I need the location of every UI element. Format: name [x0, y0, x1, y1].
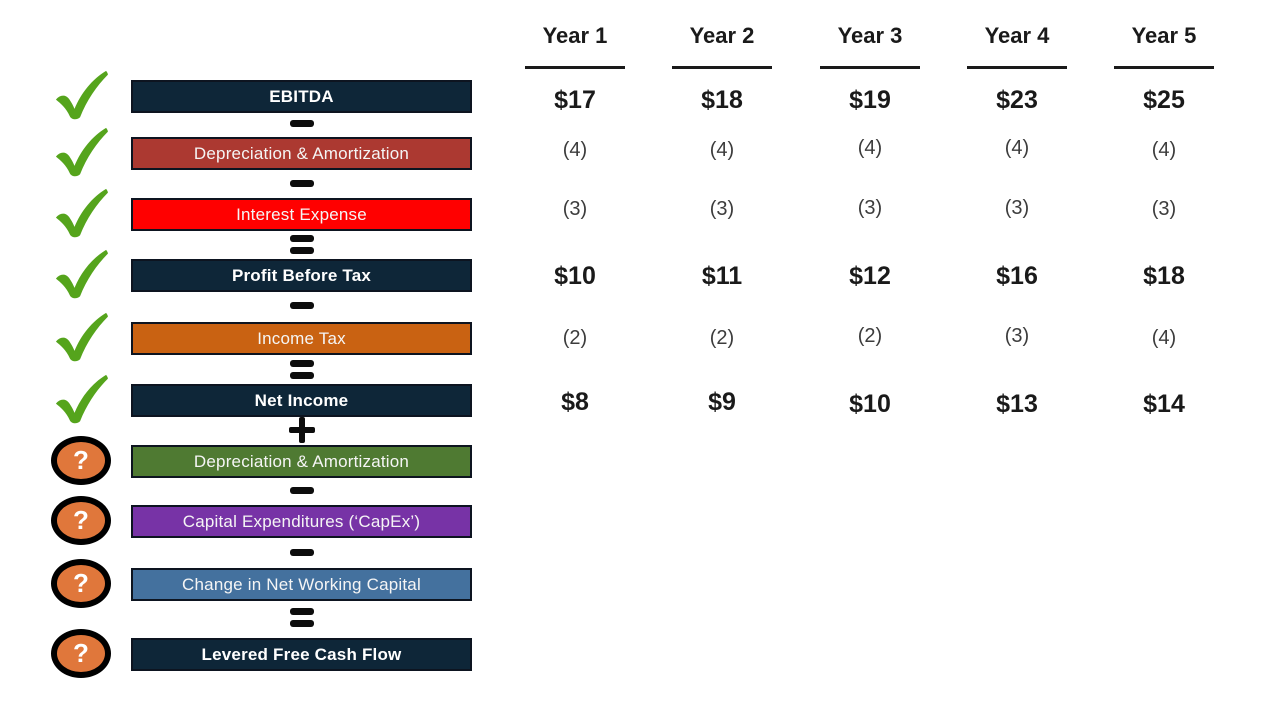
bar-depreciation-amortization-addback: Depreciation & Amortization [131, 445, 472, 478]
value-cell: (3) [709, 198, 735, 220]
header-underline [1114, 66, 1214, 69]
equals-operator-icon [131, 608, 472, 627]
bar-label: Interest Expense [236, 204, 367, 224]
header-underline [525, 66, 625, 69]
value-cell: (3) [1151, 198, 1177, 220]
value-cell: (2) [562, 327, 588, 349]
value-cell: $19 [849, 86, 891, 114]
value-cell: (2) [709, 327, 735, 349]
value-cell: (4) [1004, 137, 1030, 159]
question-mark-glyph: ? [73, 444, 89, 475]
check-icon [48, 248, 114, 300]
question-mark-icon: ? [48, 629, 114, 678]
value-cell: (4) [709, 139, 735, 161]
value-cell: $17 [554, 86, 596, 114]
equals-operator-icon [131, 360, 472, 379]
bar-capital-expenditures: Capital Expenditures (‘CapEx’) [131, 505, 472, 538]
value-cell: $16 [996, 262, 1038, 290]
check-icon [48, 311, 114, 363]
year-column-header: Year 2 [689, 23, 755, 48]
minus-operator-icon [131, 302, 472, 309]
equals-operator-icon [131, 235, 472, 254]
minus-operator-icon [131, 120, 472, 127]
value-cell: (2) [857, 325, 883, 347]
value-cell: (3) [1004, 325, 1030, 347]
bar-ebitda: EBITDA [131, 80, 472, 113]
bar-depreciation-amortization: Depreciation & Amortization [131, 137, 472, 170]
bar-label: Income Tax [257, 328, 346, 348]
bar-label: Net Income [254, 390, 349, 410]
minus-operator-icon [131, 180, 472, 187]
header-underline [672, 66, 772, 69]
bar-label: Depreciation & Amortization [193, 451, 410, 471]
bar-label: Capital Expenditures (‘CapEx’) [182, 511, 421, 531]
value-cell: $23 [996, 86, 1038, 114]
value-cell: $9 [708, 388, 736, 416]
bar-levered-free-cash-flow: Levered Free Cash Flow [131, 638, 472, 671]
header-underline [820, 66, 920, 69]
value-cell: $18 [701, 86, 743, 114]
bar-interest-expense: Interest Expense [131, 198, 472, 231]
value-cell: (3) [562, 198, 588, 220]
bar-net-income: Net Income [131, 384, 472, 417]
value-cell: $11 [701, 262, 743, 290]
value-cell: $25 [1143, 86, 1185, 114]
value-cell: $12 [849, 262, 891, 290]
minus-operator-icon [131, 549, 472, 556]
question-mark-icon: ? [48, 496, 114, 545]
question-mark-icon: ? [48, 436, 114, 485]
bar-income-tax: Income Tax [131, 322, 472, 355]
question-mark-glyph: ? [73, 637, 89, 668]
year-column-header: Year 5 [1131, 23, 1197, 48]
bar-label: Change in Net Working Capital [182, 574, 421, 594]
header-underline [967, 66, 1067, 69]
value-cell: $10 [849, 390, 891, 418]
check-icon [48, 126, 114, 178]
value-cell: $8 [561, 388, 589, 416]
question-mark-glyph: ? [73, 567, 89, 598]
value-cell: (3) [1004, 197, 1030, 219]
check-icon [48, 69, 114, 121]
bar-change-in-net-working-capital: Change in Net Working Capital [131, 568, 472, 601]
year-column-header: Year 4 [984, 23, 1050, 48]
minus-operator-icon [131, 487, 472, 494]
year-column-header: Year 1 [542, 23, 608, 48]
bar-label: EBITDA [269, 86, 334, 106]
value-cell: $10 [554, 262, 596, 290]
bar-label: Levered Free Cash Flow [201, 644, 402, 664]
check-icon [48, 187, 114, 239]
value-cell: (4) [562, 139, 588, 161]
bar-label: Depreciation & Amortization [193, 143, 410, 163]
value-cell: $13 [996, 390, 1038, 418]
bar-label: Profit Before Tax [231, 265, 372, 285]
bar-profit-before-tax: Profit Before Tax [131, 259, 472, 292]
value-cell: (4) [857, 137, 883, 159]
value-cell: $14 [1143, 390, 1185, 418]
value-cell: (3) [857, 197, 883, 219]
value-cell: (4) [1151, 327, 1177, 349]
value-cell: (4) [1151, 139, 1177, 161]
question-mark-icon: ? [48, 559, 114, 608]
year-column-header: Year 3 [837, 23, 903, 48]
value-cell: $18 [1143, 262, 1185, 290]
check-icon [48, 373, 114, 425]
plus-operator-icon [131, 417, 472, 443]
question-mark-glyph: ? [73, 504, 89, 535]
